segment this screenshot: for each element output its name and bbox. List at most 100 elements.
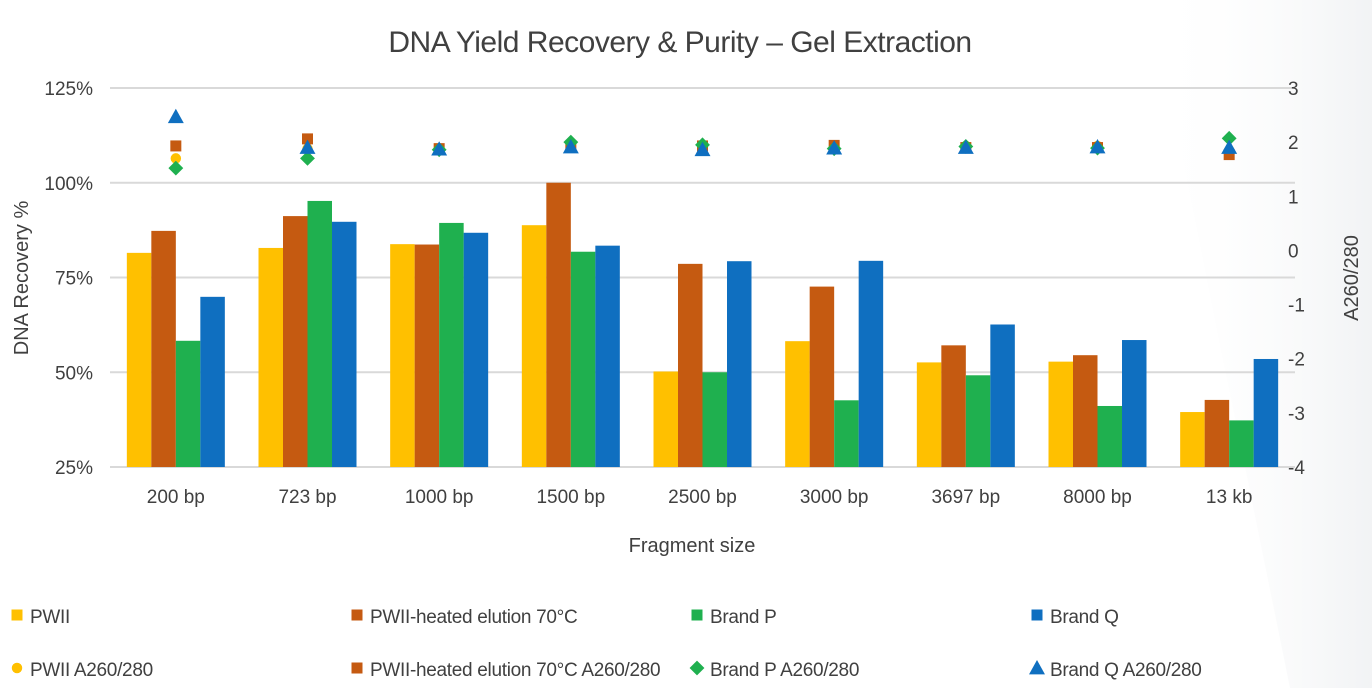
bar <box>941 345 966 467</box>
marker-point <box>11 662 23 674</box>
x-tick-label: 1500 bp <box>536 487 605 508</box>
y-tick-label: 100% <box>44 174 93 195</box>
bar <box>1229 420 1254 467</box>
bar <box>809 286 835 467</box>
bar <box>414 244 440 467</box>
marker-point <box>1223 149 1235 161</box>
x-tick-label: 1000 bp <box>405 487 474 508</box>
legend-label: PWII <box>30 607 70 628</box>
bar <box>258 247 283 467</box>
legend-label: Brand Q A260/280 <box>1050 660 1202 681</box>
legend-label: PWII-heated elution 70°C <box>370 607 577 628</box>
bar <box>307 200 332 467</box>
bar <box>332 221 357 467</box>
marker-point <box>302 133 313 145</box>
bar <box>678 263 703 467</box>
marker-point <box>299 139 316 154</box>
x-tick-label: 2500 bp <box>668 487 737 508</box>
bar <box>653 371 678 467</box>
bar <box>1097 405 1122 467</box>
legend-label: PWII A260/280 <box>30 660 153 681</box>
marker-point <box>11 609 23 621</box>
marker-point <box>170 153 182 164</box>
bar <box>1048 361 1073 467</box>
bar <box>175 340 201 467</box>
marker-point <box>300 150 315 166</box>
bar <box>1073 355 1098 467</box>
bar <box>595 245 620 467</box>
bar <box>858 260 884 467</box>
x-tick-label: 723 bp <box>278 487 336 508</box>
y2-tick-label: -1 <box>1288 296 1305 317</box>
marker-point <box>1029 660 1045 675</box>
bar <box>546 182 571 467</box>
y2-tick-label: 3 <box>1288 79 1299 100</box>
legend-label: Brand P A260/280 <box>710 660 859 681</box>
secondary-y-axis-title: A260/280 <box>1341 235 1363 321</box>
bar <box>439 222 464 467</box>
marker-point <box>562 139 579 154</box>
marker-point <box>351 609 363 621</box>
bar <box>521 225 547 467</box>
background-decoration <box>1150 0 1372 688</box>
axes: DNA Yield Recovery & Purity – Gel Extrac… <box>11 26 1363 557</box>
y2-tick-label: -3 <box>1288 404 1305 425</box>
x-tick-label: 3000 bp <box>800 487 869 508</box>
marker-point <box>689 660 705 676</box>
bar <box>916 362 942 467</box>
bars <box>126 182 1279 467</box>
marker-point <box>694 141 711 157</box>
y-tick-label: 75% <box>55 269 93 290</box>
marker-point <box>167 108 184 124</box>
bar <box>151 230 176 467</box>
marker-point <box>1221 139 1238 154</box>
x-tick-label: 13 kb <box>1206 487 1252 508</box>
markers <box>167 108 1238 176</box>
y2-tick-label: 1 <box>1288 187 1299 208</box>
legend-label: PWII-heated elution 70°C A260/280 <box>370 660 660 681</box>
y2-tick-label: -4 <box>1288 458 1305 479</box>
y-tick-label: 25% <box>55 458 93 479</box>
marker-point <box>1031 609 1043 621</box>
marker-point <box>351 662 363 674</box>
bar <box>727 261 752 467</box>
marker-point <box>168 160 184 176</box>
bar <box>126 252 152 467</box>
legend: PWII PWII-heated elution 70°C Brand P Brand… <box>11 607 1202 681</box>
bar <box>390 244 415 467</box>
bar <box>570 251 596 467</box>
y-tick-label: 50% <box>55 363 93 384</box>
bar <box>785 341 810 467</box>
bar <box>463 232 489 467</box>
y2-tick-label: 0 <box>1288 241 1299 262</box>
x-tick-label: 3697 bp <box>931 487 1000 508</box>
bar <box>1122 340 1147 467</box>
x-tick-label: 8000 bp <box>1063 487 1132 508</box>
bar <box>283 216 308 467</box>
y2-tick-label: 2 <box>1288 133 1299 154</box>
legend-label: Brand Q <box>1050 607 1119 628</box>
bar <box>702 372 727 467</box>
marker-point <box>170 140 182 152</box>
bar <box>1204 399 1230 467</box>
chart-title: DNA Yield Recovery & Purity – Gel Extrac… <box>388 26 971 59</box>
legend-label: Brand P <box>710 607 777 628</box>
bar <box>1180 412 1205 467</box>
marker-point <box>826 140 843 155</box>
marker-point <box>957 139 974 154</box>
marker-point <box>431 141 448 156</box>
marker-point <box>1221 130 1237 146</box>
x-axis-title: Fragment size <box>629 535 756 557</box>
bar <box>1253 358 1279 467</box>
y-tick-label: 125% <box>44 79 93 100</box>
bar <box>990 324 1015 467</box>
bar <box>200 296 225 467</box>
bar <box>834 400 859 467</box>
x-tick-label: 200 bp <box>147 487 205 508</box>
marker-point <box>1089 139 1106 154</box>
y-axis-title: DNA Recovery % <box>11 201 33 356</box>
y2-tick-label: -2 <box>1288 350 1305 371</box>
marker-point <box>691 609 703 621</box>
